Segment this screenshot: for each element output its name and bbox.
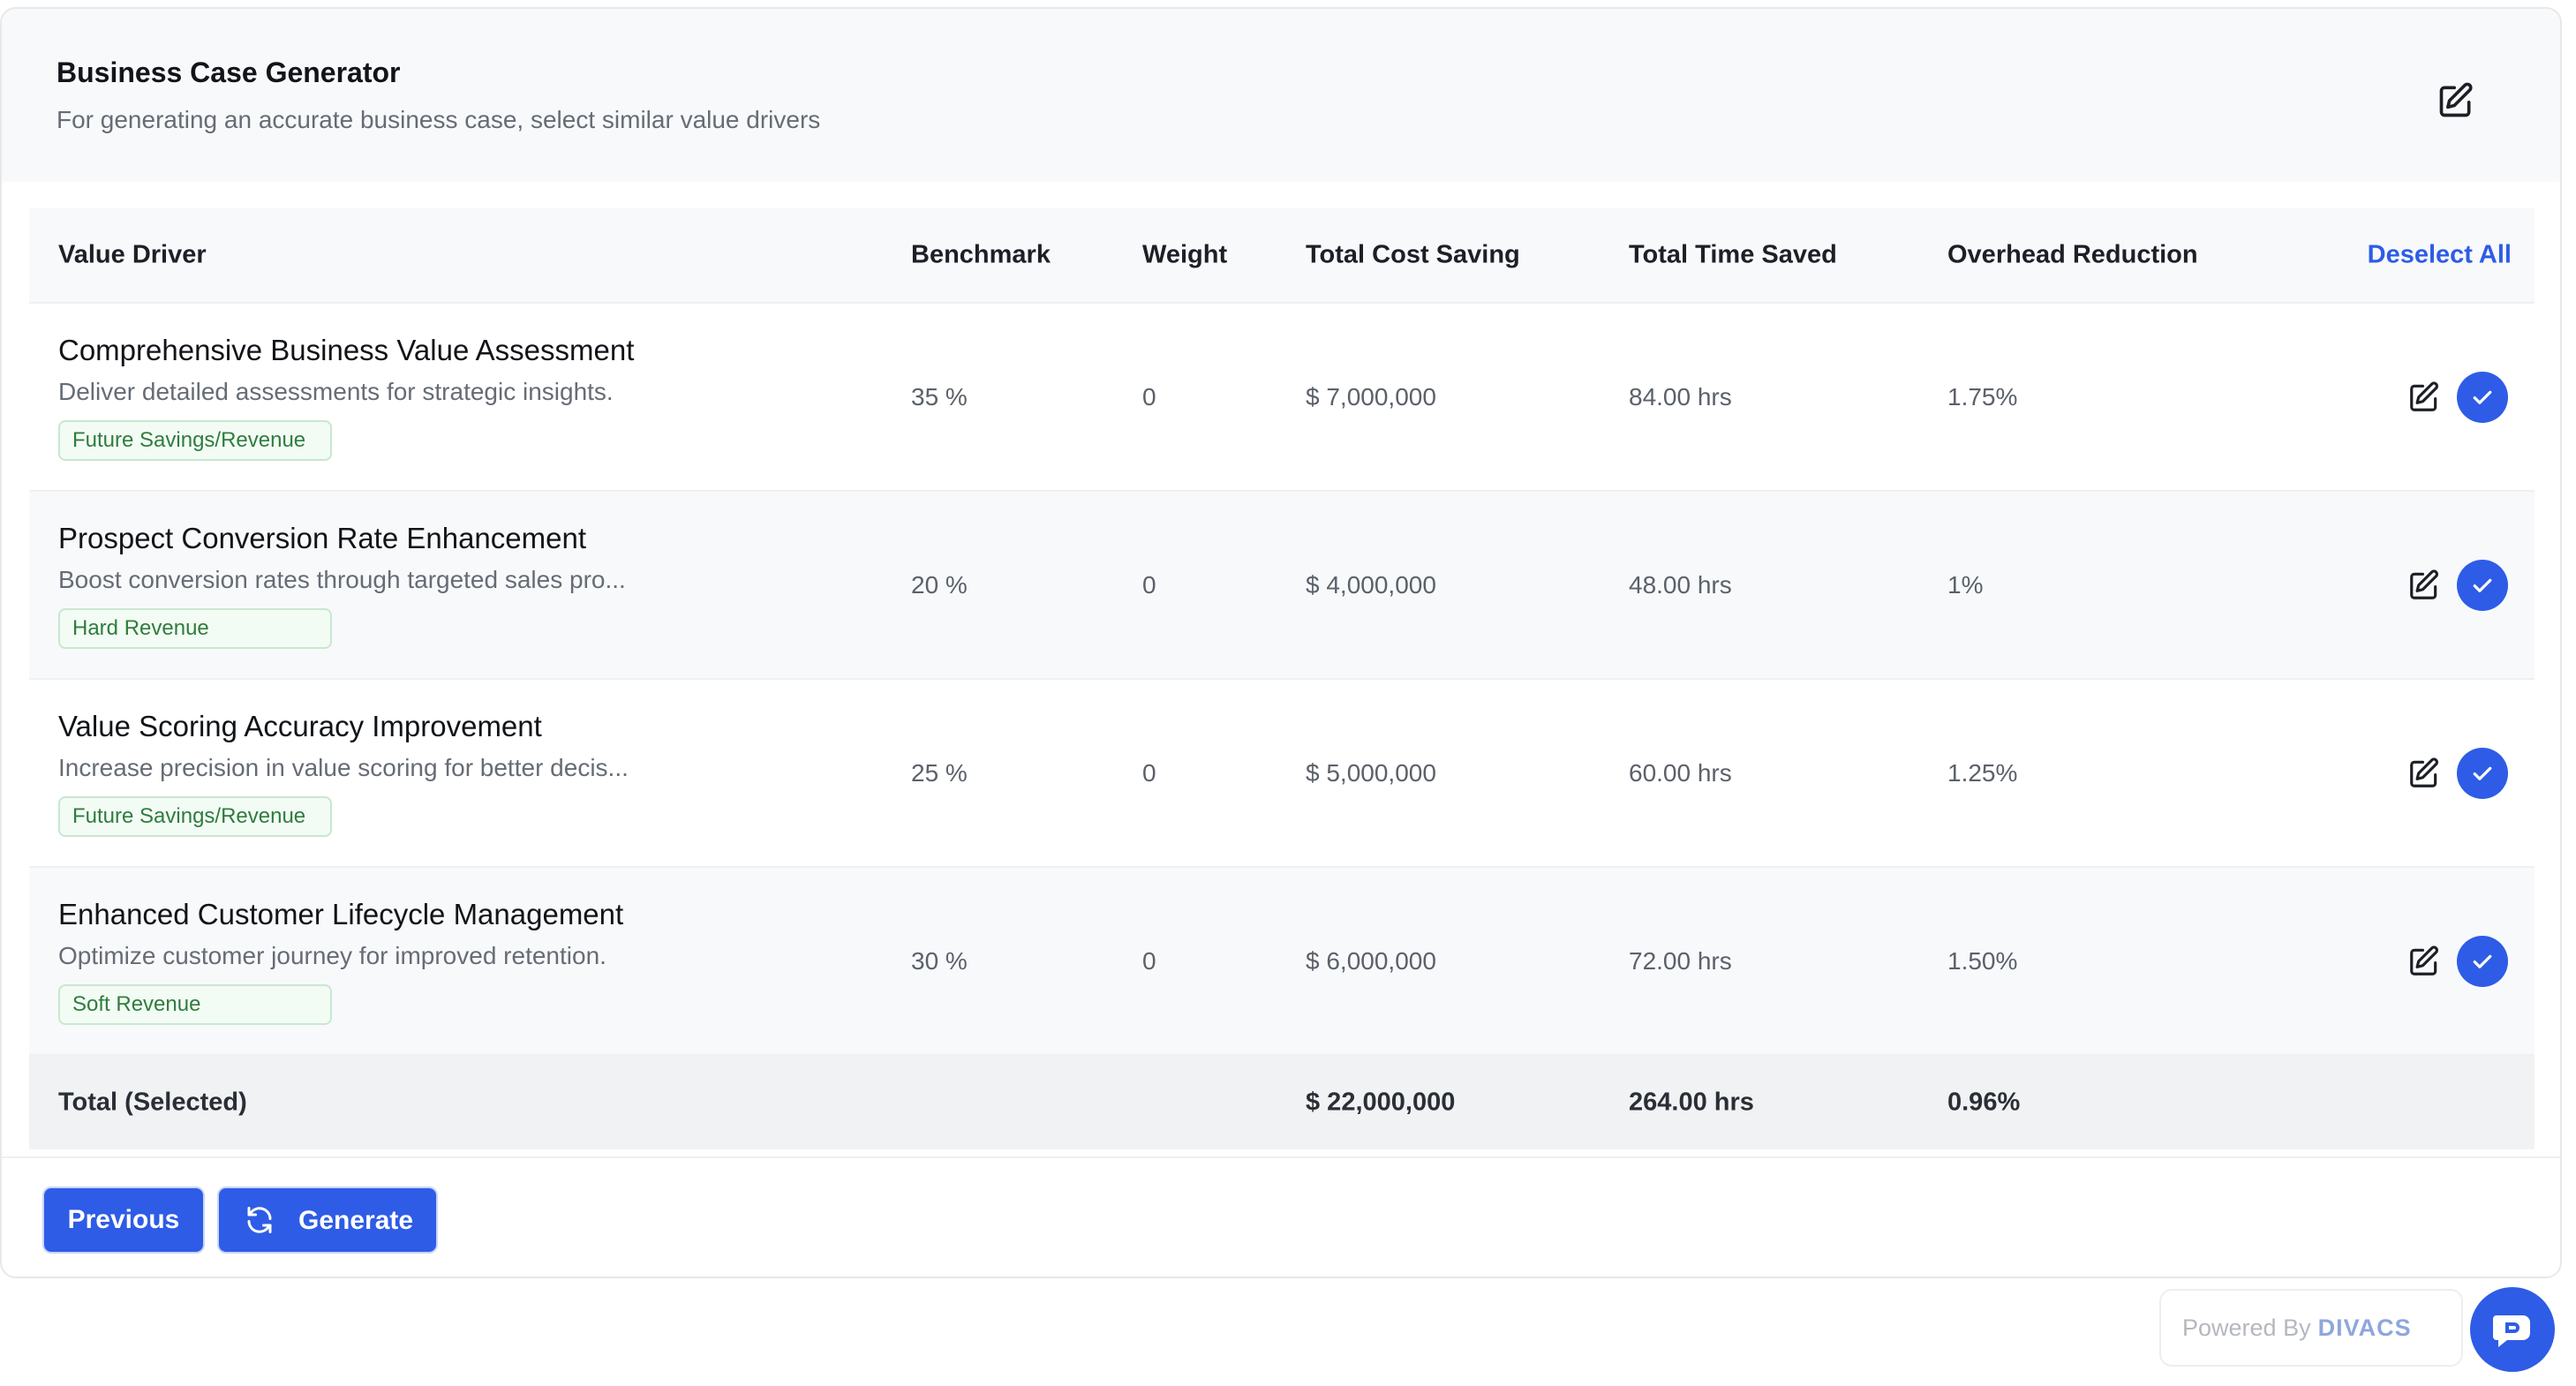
benchmark-value: 35 %: [911, 382, 968, 411]
check-icon: [2473, 954, 2492, 968]
powered-by-badge: Powered By DIVACS: [2159, 1289, 2463, 1367]
column-header-weight: Weight: [1142, 240, 1228, 269]
time-saved-value: 72.00 hrs: [1629, 946, 1732, 975]
category-tag: Future Savings/Revenue: [58, 420, 332, 461]
selected-check-toggle[interactable]: [2457, 559, 2508, 611]
page-title: Business Case Generator: [56, 56, 401, 88]
check-icon: [2473, 766, 2492, 780]
selected-check-toggle[interactable]: [2457, 935, 2508, 987]
time-saved-value: 48.00 hrs: [1629, 570, 1732, 599]
column-header-value-driver: Value Driver: [58, 240, 207, 269]
column-header-benchmark: Benchmark: [911, 240, 1051, 269]
total-row: Total (Selected) $ 22,000,000 264.00 hrs…: [29, 1056, 2535, 1149]
business-case-card: Business Case Generator For generating a…: [0, 7, 2562, 1278]
value-driver-title: Prospect Conversion Rate Enhancement: [58, 522, 586, 554]
column-header-total-time-saved: Total Time Saved: [1629, 240, 1837, 269]
overhead-reduction-value: 1%: [1947, 570, 1984, 599]
edit-icon[interactable]: [2407, 380, 2441, 414]
value-driver-title: Comprehensive Business Value Assessment: [58, 334, 635, 366]
page-subtitle: For generating an accurate business case…: [56, 106, 821, 133]
value-driver-title: Value Scoring Accuracy Improvement: [58, 710, 542, 742]
powered-by-text: Powered By: [2182, 1314, 2311, 1341]
weight-value: 0: [1142, 758, 1156, 787]
cost-saving-value: $ 7,000,000: [1306, 382, 1436, 411]
table-header: Value Driver Benchmark Weight Total Cost…: [29, 208, 2535, 304]
previous-button[interactable]: Previous: [44, 1188, 203, 1252]
category-tag: Hard Revenue: [58, 608, 332, 649]
table-row: Enhanced Customer Lifecycle Management O…: [29, 868, 2535, 1056]
value-driver-description: Deliver detailed assessments for strateg…: [58, 378, 614, 405]
cost-saving-value: $ 5,000,000: [1306, 758, 1436, 787]
chat-launcher-button[interactable]: [2470, 1287, 2555, 1372]
table-row: Value Scoring Accuracy Improvement Incre…: [29, 680, 2535, 868]
selected-check-toggle[interactable]: [2457, 747, 2508, 799]
time-saved-value: 84.00 hrs: [1629, 382, 1732, 411]
column-header-overhead-reduction: Overhead Reduction: [1947, 240, 2198, 269]
overhead-reduction-value: 1.75%: [1947, 382, 2018, 411]
deselect-all-link[interactable]: Deselect All: [2367, 240, 2512, 269]
table-row: Prospect Conversion Rate Enhancement Boo…: [29, 492, 2535, 680]
edit-icon[interactable]: [2407, 757, 2441, 790]
brand-logo: DIVACS: [2317, 1314, 2412, 1341]
edit-icon[interactable]: [2407, 945, 2441, 978]
cost-saving-value: $ 6,000,000: [1306, 946, 1436, 975]
total-cost-saving: $ 22,000,000: [1306, 1088, 1456, 1117]
value-driver-title: Enhanced Customer Lifecycle Management: [58, 898, 624, 930]
total-time-saved: 264.00 hrs: [1629, 1088, 1754, 1117]
category-tag: Future Savings/Revenue: [58, 796, 332, 837]
footer-divider: [2, 1156, 2560, 1158]
generate-button[interactable]: Generate: [219, 1188, 436, 1252]
value-driver-description: Optimize customer journey for improved r…: [58, 942, 606, 969]
selected-check-toggle[interactable]: [2457, 371, 2508, 423]
check-icon: [2473, 578, 2492, 592]
edit-icon[interactable]: [2437, 81, 2475, 120]
edit-icon[interactable]: [2407, 569, 2441, 602]
card-header: Business Case Generator For generating a…: [2, 9, 2560, 182]
column-header-total-cost-saving: Total Cost Saving: [1306, 240, 1520, 269]
weight-value: 0: [1142, 946, 1156, 975]
value-driver-table: Value Driver Benchmark Weight Total Cost…: [29, 208, 2535, 1149]
total-label: Total (Selected): [58, 1088, 247, 1117]
benchmark-value: 20 %: [911, 570, 968, 599]
category-tag: Soft Revenue: [58, 984, 332, 1025]
overhead-reduction-value: 1.50%: [1947, 946, 2018, 975]
check-icon: [2473, 390, 2492, 404]
total-overhead-reduction: 0.96%: [1947, 1088, 2021, 1117]
chat-logo-icon: [2493, 1315, 2530, 1347]
value-driver-description: Boost conversion rates through targeted …: [58, 566, 626, 593]
table-row: Comprehensive Business Value Assessment …: [29, 304, 2535, 492]
benchmark-value: 25 %: [911, 758, 968, 787]
value-driver-description: Increase precision in value scoring for …: [58, 754, 629, 781]
benchmark-value: 30 %: [911, 946, 968, 975]
overhead-reduction-value: 1.25%: [1947, 758, 2018, 787]
weight-value: 0: [1142, 382, 1156, 411]
weight-value: 0: [1142, 570, 1156, 599]
refresh-icon: [247, 1207, 272, 1233]
time-saved-value: 60.00 hrs: [1629, 758, 1732, 787]
cost-saving-value: $ 4,000,000: [1306, 570, 1436, 599]
generate-label: Generate: [298, 1206, 414, 1235]
